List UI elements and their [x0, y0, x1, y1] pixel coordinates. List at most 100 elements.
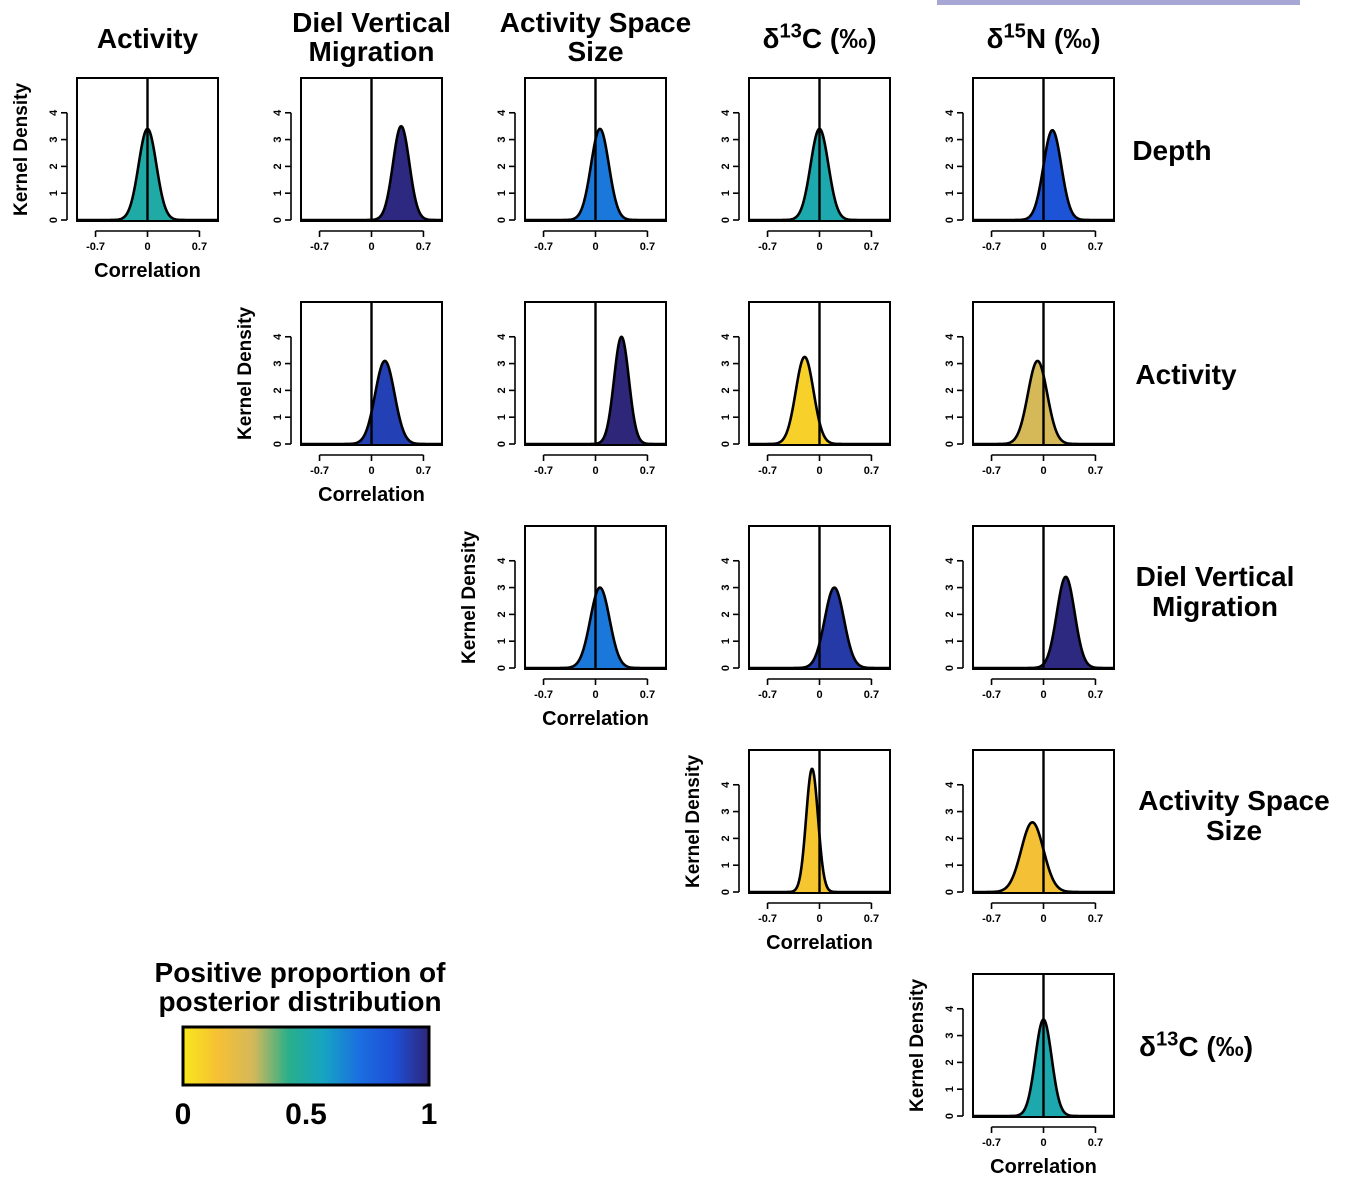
- y-tick-label: 1: [720, 414, 732, 420]
- x-tick-label: 0: [592, 465, 598, 477]
- x-tick-label: 0: [368, 241, 374, 253]
- y-tick-label: 4: [944, 1005, 956, 1012]
- y-tick-label: 3: [944, 585, 956, 591]
- y-tick-label: 2: [48, 163, 60, 169]
- y-tick-label: 0: [720, 217, 732, 223]
- x-tick-label: -0.7: [982, 913, 1001, 925]
- colorbar-tick-label: 0: [175, 1098, 192, 1131]
- y-tick-label: 0: [496, 665, 508, 671]
- y-tick-label: 3: [272, 361, 284, 367]
- x-tick-label: 0.7: [1088, 1137, 1103, 1149]
- y-tick-label: 4: [720, 333, 732, 340]
- column-header: Migration: [309, 36, 435, 67]
- y-axis-label: Kernel Density: [683, 755, 704, 888]
- x-tick-label: -0.7: [982, 241, 1001, 253]
- y-tick-label: 1: [496, 190, 508, 196]
- y-tick-label: 2: [496, 387, 508, 393]
- y-tick-label: 2: [944, 387, 956, 393]
- y-tick-label: 0: [272, 441, 284, 447]
- x-tick-label: -0.7: [982, 689, 1001, 701]
- density-panel: 0 1 2 3 4 -0.7 0 0.7 Correlation Kernel Density: [683, 750, 890, 954]
- row-label: Depth: [1132, 135, 1211, 166]
- x-tick-label: 0.7: [1088, 241, 1103, 253]
- density-panel: 0 1 2 3 4 -0.7 0 0.7: [720, 302, 890, 477]
- x-tick-label: 0.7: [640, 241, 655, 253]
- y-tick-label: 4: [496, 333, 508, 340]
- row-label: Diel Vertical: [1136, 561, 1295, 592]
- density-panel: 0 1 2 3 4 -0.7 0 0.7: [496, 302, 666, 477]
- x-axis-label: Correlation: [542, 708, 649, 730]
- legend-title: posterior distribution: [158, 986, 441, 1017]
- row-label: Activity: [1135, 359, 1237, 390]
- y-tick-label: 4: [272, 333, 284, 340]
- x-axis-label: Correlation: [94, 260, 201, 282]
- x-tick-label: -0.7: [310, 465, 329, 477]
- y-tick-label: 3: [944, 361, 956, 367]
- y-tick-label: 0: [272, 217, 284, 223]
- column-header: Size: [567, 36, 623, 67]
- density-panel: 0 1 2 3 4 -0.7 0 0.7: [944, 526, 1114, 701]
- y-tick-label: 0: [944, 889, 956, 895]
- x-tick-label: -0.7: [534, 689, 553, 701]
- x-tick-label: 0: [368, 465, 374, 477]
- y-tick-label: 1: [272, 414, 284, 420]
- y-tick-label: 2: [944, 611, 956, 617]
- x-tick-label: 0.7: [640, 465, 655, 477]
- density-panel: 0 1 2 3 4 -0.7 0 0.7 Correlation Kernel Density: [459, 526, 666, 730]
- y-tick-label: 3: [944, 809, 956, 815]
- y-axis-label: Kernel Density: [11, 83, 32, 216]
- y-tick-label: 2: [720, 835, 732, 841]
- x-tick-label: 0.7: [416, 241, 431, 253]
- x-tick-label: 0: [1040, 913, 1046, 925]
- x-axis-label: Correlation: [990, 1156, 1097, 1178]
- y-tick-label: 1: [944, 862, 956, 868]
- row-label: δ13C (‰): [1139, 1028, 1253, 1062]
- column-header: Diel Vertical: [292, 7, 451, 38]
- colorbar-tick-label: 1: [421, 1098, 438, 1131]
- x-tick-label: 0.7: [864, 689, 879, 701]
- y-tick-label: 0: [944, 665, 956, 671]
- y-tick-label: 3: [944, 1033, 956, 1039]
- x-tick-label: 0: [816, 241, 822, 253]
- x-tick-label: 0.7: [192, 241, 207, 253]
- y-tick-label: 2: [272, 387, 284, 393]
- x-tick-label: 0: [592, 241, 598, 253]
- colorbar-tick-label: 0.5: [285, 1098, 327, 1131]
- x-tick-label: 0: [144, 241, 150, 253]
- x-tick-label: -0.7: [982, 465, 1001, 477]
- y-tick-label: 3: [720, 809, 732, 815]
- y-tick-label: 1: [720, 638, 732, 644]
- y-tick-label: 4: [944, 557, 956, 564]
- y-tick-label: 4: [720, 109, 732, 116]
- x-tick-label: -0.7: [758, 465, 777, 477]
- density-panel: 0 1 2 3 4 -0.7 0 0.7: [496, 78, 666, 253]
- y-axis-label: Kernel Density: [459, 531, 480, 664]
- x-tick-label: 0.7: [1088, 689, 1103, 701]
- y-tick-label: 2: [720, 387, 732, 393]
- legend-title: Positive proportion of: [155, 957, 447, 988]
- y-tick-label: 4: [48, 109, 60, 116]
- y-tick-label: 4: [720, 781, 732, 788]
- x-tick-label: 0.7: [640, 689, 655, 701]
- y-tick-label: 3: [48, 137, 60, 143]
- density-panel: 0 1 2 3 4 -0.7 0 0.7 Correlation Kernel Density: [235, 302, 442, 506]
- x-tick-label: 0: [1040, 241, 1046, 253]
- colorbar: [183, 1027, 429, 1085]
- y-tick-label: 0: [720, 441, 732, 447]
- y-tick-label: 2: [272, 163, 284, 169]
- density-panel: 0 1 2 3 4 -0.7 0 0.7: [944, 302, 1114, 477]
- y-tick-label: 2: [720, 611, 732, 617]
- column-header: δ15N (‰): [986, 20, 1100, 54]
- x-tick-label: 0: [1040, 1137, 1046, 1149]
- x-tick-label: 0.7: [864, 913, 879, 925]
- x-tick-label: 0: [816, 465, 822, 477]
- y-tick-label: 3: [272, 137, 284, 143]
- y-tick-label: 2: [944, 1059, 956, 1065]
- y-tick-label: 1: [944, 190, 956, 196]
- y-tick-label: 1: [944, 1086, 956, 1092]
- y-axis-label: Kernel Density: [235, 307, 256, 440]
- column-header: Activity Space: [500, 7, 691, 38]
- y-tick-label: 1: [944, 638, 956, 644]
- y-tick-label: 0: [496, 441, 508, 447]
